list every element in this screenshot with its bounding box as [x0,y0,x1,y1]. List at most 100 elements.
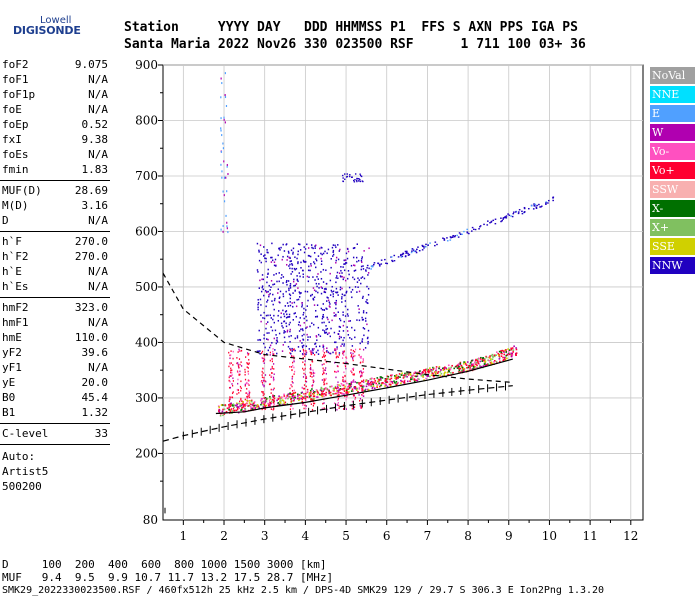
echo-point [489,356,491,358]
echo-point [308,391,311,394]
echo-point [328,390,331,393]
echo-point [315,335,318,337]
echo-point [322,367,324,370]
echo-point [305,396,307,399]
echo-point [353,181,356,183]
echo-point [226,163,228,166]
echo-point [432,366,434,369]
echo-point [273,274,275,276]
echo-point [347,386,349,388]
echo-point [343,371,345,374]
echo-point [290,405,292,407]
echo-point [337,398,339,400]
echo-point [446,368,448,371]
echo-point [329,303,331,305]
echo-point [337,333,340,335]
echo-point [367,340,369,343]
echo-point [398,373,401,375]
echo-point [339,319,342,322]
brand-lowell: Lowell [40,15,72,26]
echo-point [269,404,271,406]
echo-point [339,286,342,289]
echo-point [341,287,343,290]
echo-point [253,405,255,408]
echo-point [391,374,393,376]
echo-point [429,242,431,244]
echo-point [349,383,351,386]
x-tick-label: 11 [582,529,597,543]
echo-point [315,345,317,348]
echo-point [349,337,351,339]
echo-point [348,286,351,289]
echo-point [332,393,334,395]
echo-point [224,72,226,75]
echo-point [472,363,475,365]
echo-point [284,341,286,343]
echo-point [350,383,353,386]
echo-point [295,305,298,308]
echo-point [290,398,292,401]
echo-point [505,349,507,351]
echo-point [371,377,373,380]
echo-point [291,264,294,266]
echo-point [293,348,295,350]
y-tick-label: 400 [135,335,158,349]
echo-point [228,379,230,382]
echo-point [449,236,452,238]
echo-point [247,383,249,385]
echo-point [300,395,303,397]
echo-point [240,398,242,401]
echo-point [354,385,356,388]
echo-point [365,269,367,271]
echo-point [303,407,305,410]
echo-point [305,395,307,398]
echo-point [322,388,325,390]
echo-point [335,291,337,294]
echo-point [291,400,293,402]
echo-point [490,221,493,223]
echo-point [263,397,266,399]
echo-point [483,357,486,360]
echo-point [422,245,425,248]
echo-point [337,370,339,373]
echo-point [483,364,486,367]
echo-point [283,250,286,252]
echo-point [312,404,314,407]
echo-point [221,170,223,173]
echo-point [289,408,292,411]
parameter-row: M(D) 3.16 [2,199,108,214]
echo-point [262,288,264,291]
echo-point [326,349,328,352]
echo-point [302,269,304,272]
echo-point [362,265,364,267]
echo-point [445,367,447,370]
echo-point [241,403,244,406]
echo-point [368,384,370,387]
echo-point [272,376,275,379]
echo-point [406,380,409,383]
echo-point [226,227,228,230]
echo-point [329,306,331,308]
echo-point [317,353,320,355]
echo-point [297,298,300,301]
echo-point [263,376,265,379]
echo-point [302,313,304,316]
echo-point [273,337,275,340]
echo-point [458,369,461,372]
echo-point [307,280,310,283]
echo-point [261,380,263,382]
echo-point [343,269,346,272]
echo-point [305,407,307,410]
echo-point [378,265,381,267]
echo-point [425,377,427,380]
echo-point [435,373,437,375]
echo-point [322,252,325,255]
echo-point [332,295,334,298]
echo-point [276,339,278,342]
echo-point [358,178,360,180]
parameter-row: hmF1 N/A [2,316,108,331]
echo-point [266,397,269,400]
echo-point [263,402,265,404]
echo-point [275,265,277,267]
echo-point [350,381,353,383]
